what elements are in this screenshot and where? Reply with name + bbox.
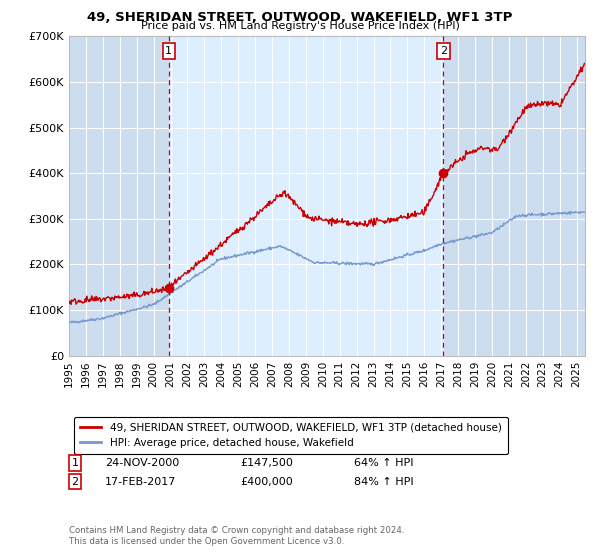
Bar — [169, 36, 443, 356]
Text: 2: 2 — [440, 46, 447, 56]
Text: 24-NOV-2000: 24-NOV-2000 — [105, 458, 179, 468]
Legend: 49, SHERIDAN STREET, OUTWOOD, WAKEFIELD, WF1 3TP (detached house), HPI: Average : 49, SHERIDAN STREET, OUTWOOD, WAKEFIELD,… — [74, 417, 508, 454]
Text: 17-FEB-2017: 17-FEB-2017 — [105, 477, 176, 487]
Text: 2: 2 — [71, 477, 79, 487]
Text: Contains HM Land Registry data © Crown copyright and database right 2024.
This d: Contains HM Land Registry data © Crown c… — [69, 526, 404, 546]
Text: 49, SHERIDAN STREET, OUTWOOD, WAKEFIELD, WF1 3TP: 49, SHERIDAN STREET, OUTWOOD, WAKEFIELD,… — [88, 11, 512, 24]
Text: 84% ↑ HPI: 84% ↑ HPI — [354, 477, 413, 487]
Text: Price paid vs. HM Land Registry's House Price Index (HPI): Price paid vs. HM Land Registry's House … — [140, 21, 460, 31]
Text: 64% ↑ HPI: 64% ↑ HPI — [354, 458, 413, 468]
Text: £400,000: £400,000 — [240, 477, 293, 487]
Text: 1: 1 — [71, 458, 79, 468]
Text: £147,500: £147,500 — [240, 458, 293, 468]
Text: 1: 1 — [166, 46, 172, 56]
